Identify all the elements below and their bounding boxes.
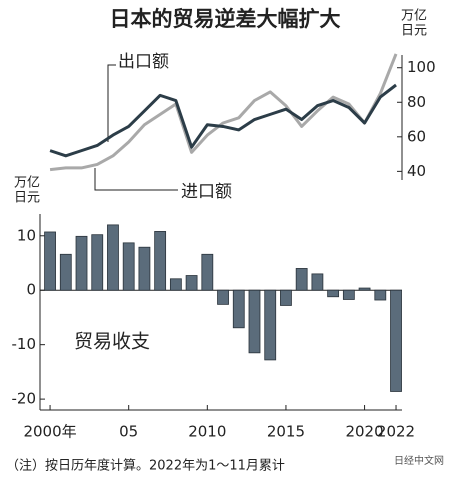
bar — [248, 289, 261, 354]
bar — [44, 231, 56, 291]
bar — [201, 253, 214, 291]
bar — [264, 289, 277, 361]
bar — [138, 246, 151, 291]
bar — [169, 278, 182, 291]
y-tick-label: 80 — [407, 93, 426, 111]
x-tick-label: 2022 — [377, 423, 415, 441]
x-tick-label: 2010 — [188, 423, 226, 441]
bar — [280, 289, 292, 306]
leader-line — [107, 64, 116, 142]
y-tick-label: 10 — [17, 226, 36, 244]
x-tick-label: 05 — [119, 423, 138, 441]
series-line — [49, 83, 397, 158]
legend-label: 出口额 — [118, 52, 169, 72]
series-label: 贸易收支 — [74, 331, 150, 353]
chart-title: 日本的贸易逆差大幅扩大 — [110, 7, 341, 31]
y-tick-label: 40 — [407, 162, 426, 180]
series-line — [49, 53, 398, 172]
y-tick-label: 0 — [26, 281, 36, 299]
bar — [327, 289, 340, 298]
y-tick-label: -10 — [12, 335, 37, 353]
bar — [107, 224, 119, 291]
x-tick-label: 2020 — [345, 423, 383, 441]
bar — [59, 253, 72, 291]
bar — [295, 268, 308, 291]
bar — [75, 235, 88, 291]
unit: 日元 — [401, 24, 427, 39]
bar — [390, 289, 402, 392]
leader-line — [94, 168, 178, 191]
bar — [232, 289, 245, 329]
watermark: 日经中文网 — [394, 454, 444, 467]
bar — [122, 242, 135, 291]
bar — [154, 231, 167, 291]
y-tick-label: 100 — [407, 58, 436, 76]
note: （注）按日历年度计算。2022年为1～11月累计 — [6, 458, 285, 474]
unit: 万亿 — [401, 9, 427, 24]
y-tick-label: 60 — [407, 127, 426, 145]
bar — [217, 289, 229, 305]
x-tick-label: 2015 — [267, 423, 305, 441]
bar — [374, 289, 387, 301]
legend-label: 进口额 — [181, 182, 232, 202]
unit: 万亿 — [14, 176, 40, 191]
x-tick-label: 2000年 — [23, 423, 76, 441]
y-tick-label: -20 — [12, 390, 37, 408]
bar — [311, 273, 324, 291]
bar — [358, 287, 371, 291]
bar — [185, 275, 198, 291]
bar — [91, 234, 104, 291]
bar — [342, 289, 355, 300]
unit: 日元 — [14, 191, 40, 206]
